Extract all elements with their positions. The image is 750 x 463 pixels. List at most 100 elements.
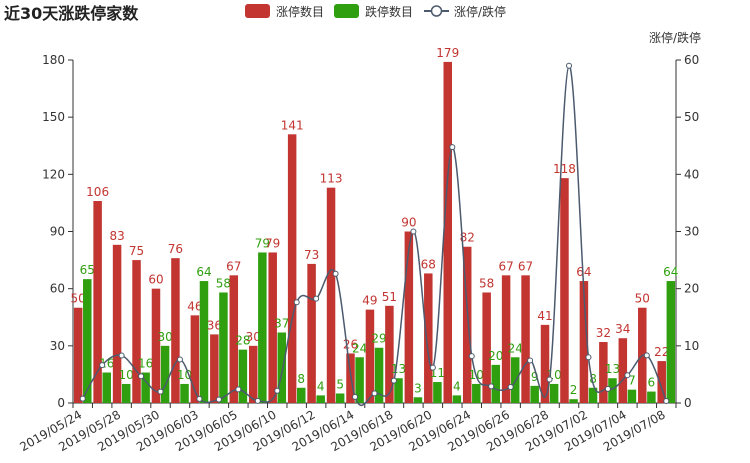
ratio-line: [82, 64, 667, 406]
bar-limit-up[interactable]: [151, 288, 161, 403]
ratio-point[interactable]: [293, 299, 300, 306]
ratio-point[interactable]: [352, 393, 359, 400]
ratio-point[interactable]: [546, 376, 553, 383]
ratio-point[interactable]: [235, 386, 242, 393]
ratio-point[interactable]: [332, 270, 339, 277]
bar-limit-up[interactable]: [599, 342, 608, 403]
bar-limit-down[interactable]: [258, 252, 267, 403]
bar-limit-down[interactable]: [238, 349, 248, 403]
bar-limit-down[interactable]: [83, 279, 92, 403]
bar-limit-up[interactable]: [657, 361, 666, 403]
bar-limit-down[interactable]: [433, 382, 442, 403]
bar-limit-up[interactable]: [404, 231, 414, 404]
label-limit-up: 34: [615, 322, 630, 336]
bar-limit-down[interactable]: [277, 332, 287, 403]
bar-limit-down[interactable]: [530, 385, 539, 403]
bar-limit-up[interactable]: [268, 252, 277, 403]
bar-limit-down[interactable]: [199, 281, 209, 403]
bar-limit-up[interactable]: [462, 246, 472, 403]
bar-limit-down[interactable]: [394, 378, 403, 403]
ratio-point[interactable]: [99, 362, 106, 369]
ratio-point[interactable]: [624, 372, 631, 379]
bar-limit-up[interactable]: [171, 258, 180, 403]
bar-limit-up[interactable]: [248, 345, 258, 403]
ratio-point[interactable]: [138, 373, 145, 380]
legend-item-ratio[interactable]: 涨停/跌停: [424, 4, 506, 19]
bar-limit-down[interactable]: [413, 397, 423, 403]
ratio-point[interactable]: [604, 385, 611, 392]
bar-limit-down[interactable]: [666, 281, 676, 403]
ratio-point[interactable]: [313, 295, 320, 302]
bar-limit-up[interactable]: [93, 201, 102, 403]
ratio-point[interactable]: [663, 398, 670, 405]
bar-limit-up[interactable]: [210, 334, 219, 403]
bar-limit-up[interactable]: [385, 305, 394, 403]
ratio-point[interactable]: [527, 357, 534, 364]
bar-limit-down[interactable]: [569, 399, 578, 403]
bar-limit-up[interactable]: [501, 275, 511, 403]
bar-limit-down[interactable]: [627, 389, 637, 403]
right-y-tick-label: 10: [684, 339, 699, 353]
bar-limit-up[interactable]: [424, 273, 433, 403]
bar-limit-up[interactable]: [443, 61, 453, 404]
legend-item-limit-up[interactable]: 涨停数目: [245, 4, 324, 19]
ratio-point[interactable]: [157, 388, 164, 395]
ratio-point[interactable]: [429, 364, 436, 371]
bar-limit-down[interactable]: [588, 387, 598, 403]
bar-limit-up[interactable]: [326, 187, 336, 403]
bar-limit-up[interactable]: [540, 324, 550, 403]
legend-item-limit-down[interactable]: 跌停数目: [334, 4, 413, 19]
ratio-point[interactable]: [468, 353, 475, 360]
ratio-point[interactable]: [449, 144, 456, 151]
ratio-point[interactable]: [643, 352, 650, 359]
ratio-point[interactable]: [196, 395, 203, 402]
ratio-point[interactable]: [118, 352, 125, 359]
ratio-point[interactable]: [566, 62, 573, 69]
ratio-point[interactable]: [254, 397, 261, 404]
ratio-point[interactable]: [585, 354, 592, 361]
bar-limit-down[interactable]: [141, 372, 150, 403]
bar-limit-up[interactable]: [618, 338, 628, 403]
bar-limit-down[interactable]: [647, 391, 656, 403]
bar-limit-down[interactable]: [355, 357, 364, 403]
ratio-point[interactable]: [371, 390, 378, 397]
bar-limit-down[interactable]: [102, 372, 111, 403]
bar-limit-down[interactable]: [296, 387, 306, 403]
bar-limit-down[interactable]: [160, 345, 170, 403]
bar-limit-down[interactable]: [335, 393, 345, 403]
bar-limit-up[interactable]: [73, 307, 83, 403]
bar-limit-down[interactable]: [180, 383, 189, 403]
bar-limit-down[interactable]: [491, 364, 501, 403]
bar-limit-down[interactable]: [549, 383, 559, 403]
bar-limit-down[interactable]: [472, 383, 481, 403]
ratio-point[interactable]: [488, 383, 495, 390]
bar-limit-up[interactable]: [307, 263, 316, 403]
ratio-point[interactable]: [390, 377, 397, 384]
bar-limit-up[interactable]: [560, 178, 569, 403]
ratio-point[interactable]: [274, 387, 281, 394]
bar-limit-down[interactable]: [219, 292, 228, 403]
bar-limit-up[interactable]: [287, 134, 297, 404]
bar-limit-down[interactable]: [510, 357, 520, 403]
right-y-tick-label: 60: [684, 53, 699, 67]
ratio-point[interactable]: [215, 396, 222, 403]
bar-limit-up[interactable]: [579, 281, 589, 403]
ratio-point[interactable]: [176, 356, 183, 363]
ratio-point[interactable]: [410, 228, 417, 235]
bar-limit-up[interactable]: [365, 309, 375, 403]
bar-limit-down[interactable]: [374, 347, 384, 403]
bar-limit-up[interactable]: [190, 315, 200, 403]
bar-limit-up[interactable]: [521, 275, 530, 403]
ratio-point[interactable]: [507, 384, 514, 391]
bar-limit-up[interactable]: [229, 275, 239, 403]
bar-limit-down[interactable]: [316, 395, 325, 403]
bar-limit-down[interactable]: [608, 378, 617, 403]
bar-limit-down[interactable]: [121, 383, 131, 403]
bar-limit-up[interactable]: [132, 260, 141, 403]
bar-limit-down[interactable]: [452, 395, 462, 403]
bar-limit-up[interactable]: [482, 292, 491, 403]
bar-limit-up[interactable]: [346, 353, 355, 403]
label-limit-up: 22: [654, 345, 669, 359]
ratio-point[interactable]: [79, 395, 86, 402]
bar-limit-up[interactable]: [112, 244, 122, 403]
